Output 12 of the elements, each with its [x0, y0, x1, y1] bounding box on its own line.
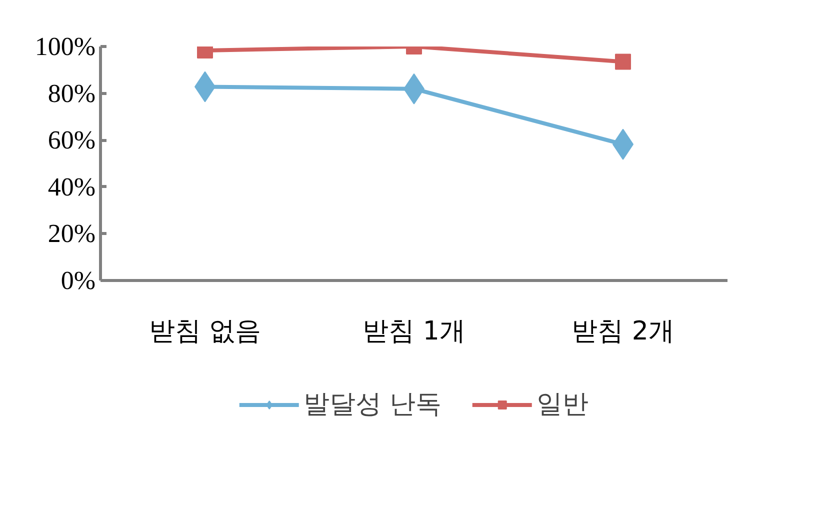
- y-tick-label: 0%: [60, 266, 96, 295]
- x-tick-label: 받침 2개: [572, 316, 674, 346]
- y-tick-label: 60%: [48, 126, 96, 155]
- legend-label: 일반: [536, 388, 589, 422]
- y-tick-label: 40%: [48, 172, 96, 202]
- y-tick-label: 80%: [48, 78, 96, 108]
- legend-label: 발달성 난독: [303, 388, 442, 422]
- y-tick-label: 100%: [34, 32, 96, 61]
- x-tick-label: 받침 1개: [362, 316, 466, 346]
- x-tick-label: 받침 없음: [148, 316, 262, 346]
- point: [615, 54, 631, 70]
- y-tick-label: 20%: [48, 219, 96, 248]
